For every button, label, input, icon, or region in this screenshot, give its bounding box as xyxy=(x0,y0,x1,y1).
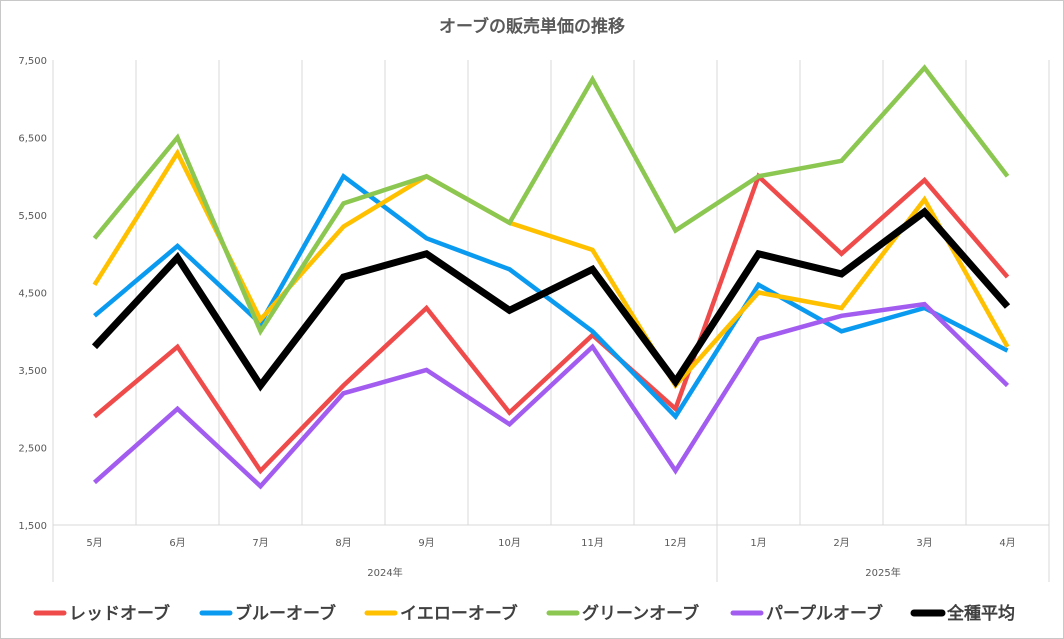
y-tick-label: 1,500 xyxy=(18,521,47,532)
x-tick-label: 8月 xyxy=(335,537,351,549)
x-tick-label: 12月 xyxy=(664,537,687,549)
series-line-3 xyxy=(92,148,1010,390)
y-tick-label: 5,500 xyxy=(18,211,47,222)
legend-label: 全種平均 xyxy=(946,603,1015,624)
x-tick-label: 7月 xyxy=(252,537,268,549)
x-tick-label: 11月 xyxy=(581,537,604,549)
series-line-5 xyxy=(93,301,1010,490)
x-tick-label: 6月 xyxy=(169,537,185,549)
legend-label: グリーンオーブ xyxy=(582,603,699,624)
x-year-label: 2025年 xyxy=(865,566,900,579)
legend-label: ブルーオーブ xyxy=(235,603,336,624)
y-tick-label: 4,500 xyxy=(18,289,47,300)
y-tick-label: 2,500 xyxy=(18,444,47,455)
x-tick-label: 3月 xyxy=(916,537,932,549)
y-tick-label: 3,500 xyxy=(18,366,47,377)
x-tick-label: 4月 xyxy=(999,537,1015,549)
y-tick-label: 6,500 xyxy=(18,134,47,145)
x-tick-label: 10月 xyxy=(498,537,521,549)
chart-title: オーブの販売単価の推移 xyxy=(439,16,625,37)
legend: レッドオーブ ブルーオーブ イエローオーブ グリーンオーブ パープルオーブ 全種平均 xyxy=(33,603,1015,624)
series-line-2 xyxy=(93,172,1009,421)
axes: 1,500 2,500 3,500 4,500 5,500 6,500 7,500 5月 6月 7… xyxy=(18,56,1050,582)
series-line-1 xyxy=(93,172,1010,475)
series-line-6 xyxy=(91,207,1011,392)
grid xyxy=(52,60,1050,525)
x-tick-label: 9月 xyxy=(418,537,434,549)
legend-label: パープルオーブ xyxy=(766,603,883,624)
x-year-label: 2024年 xyxy=(367,566,402,579)
legend-label: イエローオーブ xyxy=(400,603,518,624)
series-lines xyxy=(91,64,1011,490)
x-tick-label: 2月 xyxy=(833,537,849,549)
x-tick-label: 1月 xyxy=(750,537,766,549)
legend-label: レッドオーブ xyxy=(69,603,170,624)
x-tick-label: 5月 xyxy=(86,537,102,549)
y-tick-label: 7,500 xyxy=(18,56,47,67)
series-line-4 xyxy=(92,64,1010,337)
